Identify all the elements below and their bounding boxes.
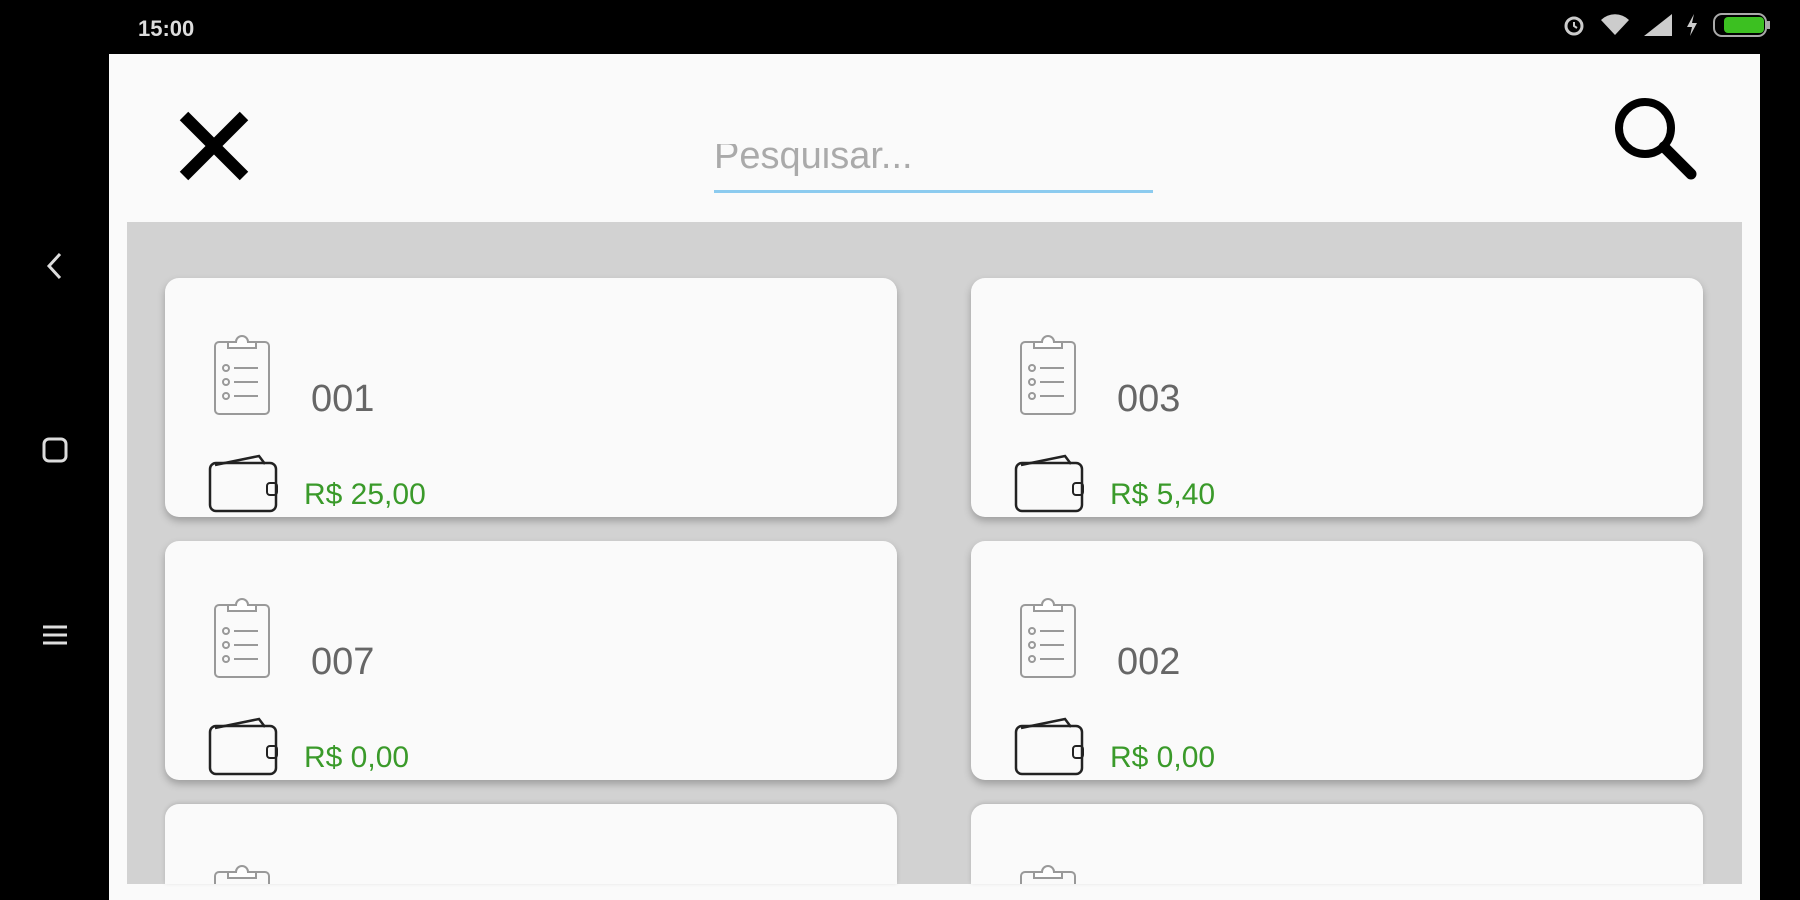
order-card[interactable]: 007 R$ 0,00 xyxy=(165,541,897,780)
close-icon xyxy=(179,111,249,181)
wallet-icon xyxy=(208,717,278,776)
back-icon xyxy=(46,252,61,280)
order-card[interactable] xyxy=(165,804,897,884)
back-button[interactable] xyxy=(0,250,109,282)
wallet-icon xyxy=(1014,454,1084,513)
charging-icon xyxy=(1687,14,1697,36)
clipboard-icon xyxy=(214,335,270,415)
order-price: R$ 0,00 xyxy=(304,741,410,774)
order-card[interactable]: 002 R$ 0,00 xyxy=(971,541,1703,780)
order-grid[interactable]: 001 R$ 25,00 003 R$ 5,40 007 R$ 0,00 002… xyxy=(127,222,1742,884)
search-button[interactable] xyxy=(1609,92,1699,182)
alarm-icon xyxy=(1564,16,1584,36)
home-button[interactable] xyxy=(0,436,109,464)
wallet-icon xyxy=(208,454,278,513)
wallet-icon xyxy=(1014,717,1084,776)
wifi-icon xyxy=(1601,14,1629,36)
order-number: 002 xyxy=(1117,641,1181,683)
menu-icon xyxy=(42,625,67,645)
close-button[interactable] xyxy=(176,108,252,184)
signal-icon xyxy=(1644,14,1672,36)
order-card[interactable] xyxy=(971,804,1703,884)
order-number: 001 xyxy=(311,378,375,420)
status-icons xyxy=(1562,12,1772,38)
clipboard-icon xyxy=(1020,598,1076,678)
status-time: 15:00 xyxy=(138,16,195,41)
clipboard-icon xyxy=(214,865,270,884)
search-icon xyxy=(1615,98,1697,180)
order-card[interactable]: 001 R$ 25,00 xyxy=(165,278,897,517)
clipboard-icon xyxy=(1020,865,1076,884)
app-screen: 001 R$ 25,00 003 R$ 5,40 007 R$ 0,00 002… xyxy=(109,54,1760,900)
clipboard-icon xyxy=(214,598,270,678)
order-number: 007 xyxy=(311,641,375,683)
order-card[interactable]: 003 R$ 5,40 xyxy=(971,278,1703,517)
battery-icon xyxy=(1713,13,1770,37)
order-price: R$ 25,00 xyxy=(304,478,426,511)
clipboard-icon xyxy=(1020,335,1076,415)
order-price: R$ 0,00 xyxy=(1110,741,1216,774)
search-input[interactable] xyxy=(714,144,1153,193)
home-square-icon xyxy=(42,437,67,463)
order-number: 003 xyxy=(1117,378,1181,420)
order-price: R$ 5,40 xyxy=(1110,478,1216,511)
menu-button[interactable] xyxy=(0,622,109,648)
